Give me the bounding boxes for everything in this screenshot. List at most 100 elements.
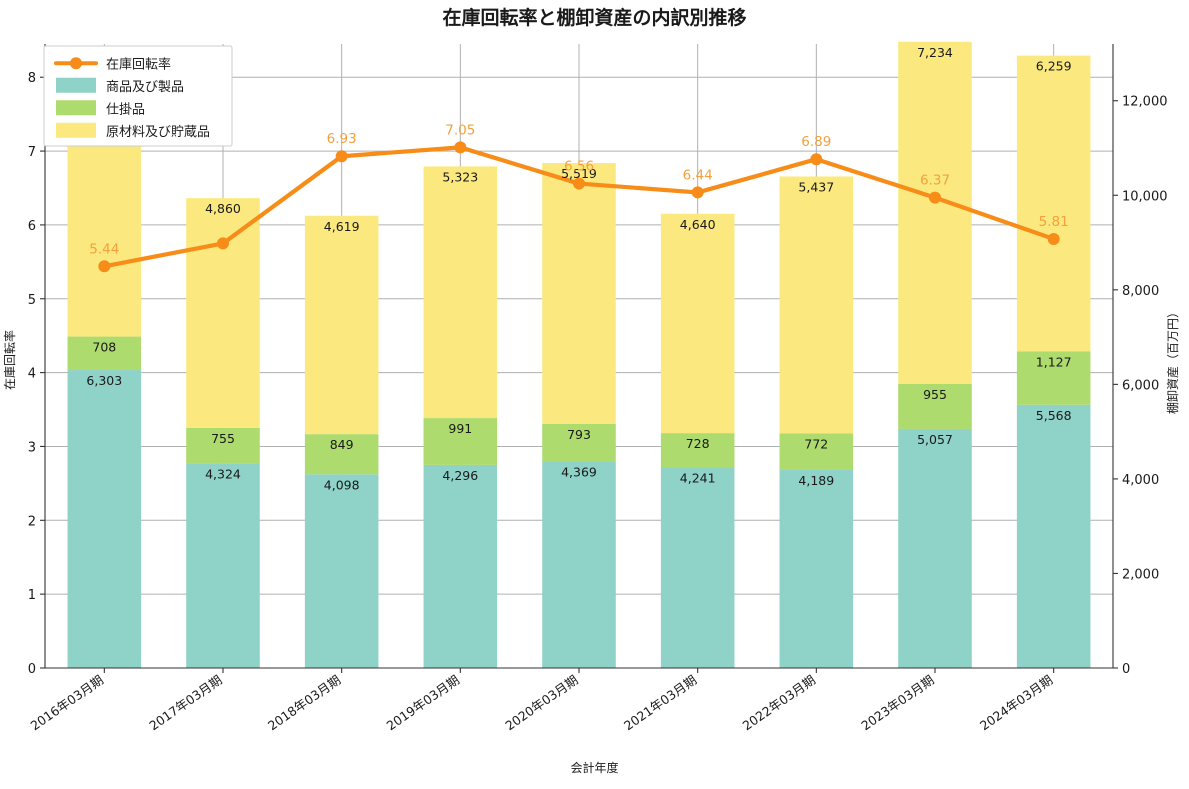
chart-title: 在庫回転率と棚卸資産の内訳別推移 — [442, 6, 746, 29]
y-axis-right-tick-label: 0 — [1122, 662, 1130, 677]
y-axis-right-tick-labels: 0 2,000 4,000 6,000 8,000 10,000 12,000 — [1122, 95, 1168, 677]
bar-value-label: 5,057 — [917, 432, 953, 447]
legend-marker-icon — [70, 57, 82, 70]
line-data-point — [454, 141, 467, 154]
bar-segment — [898, 428, 972, 668]
bar-value-label: 4,324 — [205, 467, 241, 482]
y-axis-right-title: 棚卸資産（百万円） — [1165, 306, 1180, 414]
y-axis-tick-label: 1 — [28, 588, 36, 603]
bar-segment — [67, 336, 142, 371]
bar-segment — [423, 166, 498, 419]
bar-segment — [186, 427, 260, 464]
bar-segment — [660, 213, 735, 434]
bar-value-label: 7,234 — [917, 45, 953, 60]
bar-segment — [1016, 351, 1091, 405]
line-value-label: 7.05 — [445, 122, 475, 138]
line-value-label: 6.37 — [920, 173, 950, 189]
y-axis-tick-label: 0 — [28, 662, 36, 677]
bar-value-label: 4,619 — [324, 219, 360, 234]
line-value-labels: 5.44 6.93 7.05 6.56 6.44 6.89 6.37 5.81 — [89, 122, 1068, 257]
line-data-point — [573, 177, 585, 190]
line-data-point — [691, 186, 704, 199]
bar-value-label: 4,860 — [205, 201, 241, 216]
axes-group — [40, 44, 1118, 673]
bar-value-label: 849 — [330, 437, 354, 452]
bar-value-label: 4,369 — [561, 464, 597, 479]
bar-value-label: 955 — [923, 387, 947, 402]
bar-segment — [304, 434, 379, 475]
bar-segment — [542, 461, 616, 668]
legend-item-label[interactable]: 仕掛品 — [106, 102, 145, 117]
x-axis-title: 会計年度 — [570, 760, 618, 775]
line-value-label: 6.89 — [801, 134, 831, 150]
line-value-label: 6.56 — [564, 159, 594, 175]
y-axis-tick-label: 7 — [28, 145, 36, 160]
bar-segment — [660, 467, 735, 668]
bar-segment — [898, 41, 972, 384]
bar-value-label: 4,296 — [442, 468, 478, 483]
bar-value-label: 5,519 — [561, 166, 597, 181]
line-data-point — [810, 153, 823, 166]
bar-value-label: 5,323 — [442, 169, 478, 184]
bar-segment — [67, 370, 142, 668]
bar-segment — [423, 418, 498, 465]
legend-item-label[interactable]: 商品及び製品 — [106, 80, 184, 95]
bar-segment — [304, 474, 379, 668]
line-data-point — [335, 150, 348, 163]
legend-item-label[interactable]: 在庫回転率 — [106, 56, 171, 72]
bar-segment — [660, 433, 735, 468]
bar-value-label: 793 — [567, 427, 591, 442]
y-axis-right-tick-label: 10,000 — [1122, 189, 1168, 204]
line-data-point — [98, 260, 111, 273]
bar-series-group — [67, 41, 1091, 668]
bar-value-label: 991 — [448, 421, 472, 436]
bar-value-label: 1,127 — [1036, 355, 1072, 370]
bar-segment — [542, 163, 616, 424]
bar-segment — [186, 463, 260, 668]
bar-segment — [304, 215, 379, 435]
bar-value-label: 5,568 — [1036, 408, 1072, 423]
y-axis-right-tick-label: 12,000 — [1122, 95, 1168, 110]
legend-background — [43, 45, 233, 147]
legend-color-swatch — [56, 100, 96, 116]
bar-value-label: 4,098 — [324, 477, 360, 492]
bar-value-labels: 6,303 708 4,324 755 4,860 4,098 849 4,619 4,296 9… — [86, 45, 1071, 492]
line-value-label: 6.44 — [683, 167, 713, 183]
bar-segment — [1016, 55, 1091, 352]
bar-value-label: 5,437 — [798, 179, 834, 194]
bar-segment — [779, 176, 854, 434]
y-axis-left-title: 在庫回転率 — [2, 330, 17, 390]
y-axis-right-tick-label: 8,000 — [1122, 284, 1159, 299]
legend-item-label[interactable]: 原材料及び貯蔵品 — [106, 125, 210, 140]
line-value-label: 6.93 — [327, 131, 357, 147]
bar-value-label: 772 — [804, 436, 828, 451]
bar-segment — [423, 464, 498, 668]
line-value-label: 5.44 — [89, 241, 119, 257]
legend-color-swatch — [56, 122, 96, 138]
y-axis-tick-label: 2 — [28, 514, 36, 529]
bar-segment — [542, 423, 616, 462]
bar-segment — [1016, 404, 1091, 668]
y-axis-tick-label: 6 — [28, 219, 36, 234]
y-axis-right-tick-label: 4,000 — [1122, 473, 1159, 488]
bar-segment — [898, 383, 972, 429]
bar-value-label: 4,189 — [798, 473, 834, 488]
bar-segment — [186, 198, 260, 428]
bar-value-label: 4,640 — [680, 217, 716, 232]
bar-value-label: 708 — [92, 340, 116, 355]
bar-value-label: 6,303 — [86, 373, 122, 388]
bar-segment — [779, 469, 854, 668]
line-data-point — [1047, 232, 1060, 245]
line-value-label: 5.81 — [1039, 214, 1069, 230]
bar-segment — [779, 433, 854, 470]
y-axis-tick-label: 5 — [28, 293, 36, 308]
bar-value-label: 4,241 — [680, 471, 716, 486]
bar-segment — [67, 119, 142, 337]
bar-value-label: 728 — [686, 436, 710, 451]
bar-value-label: 6,259 — [1036, 59, 1072, 74]
y-axis-left-tick-labels: 0 1 2 3 4 5 6 7 8 — [28, 71, 36, 677]
legend-color-swatch — [56, 77, 96, 93]
